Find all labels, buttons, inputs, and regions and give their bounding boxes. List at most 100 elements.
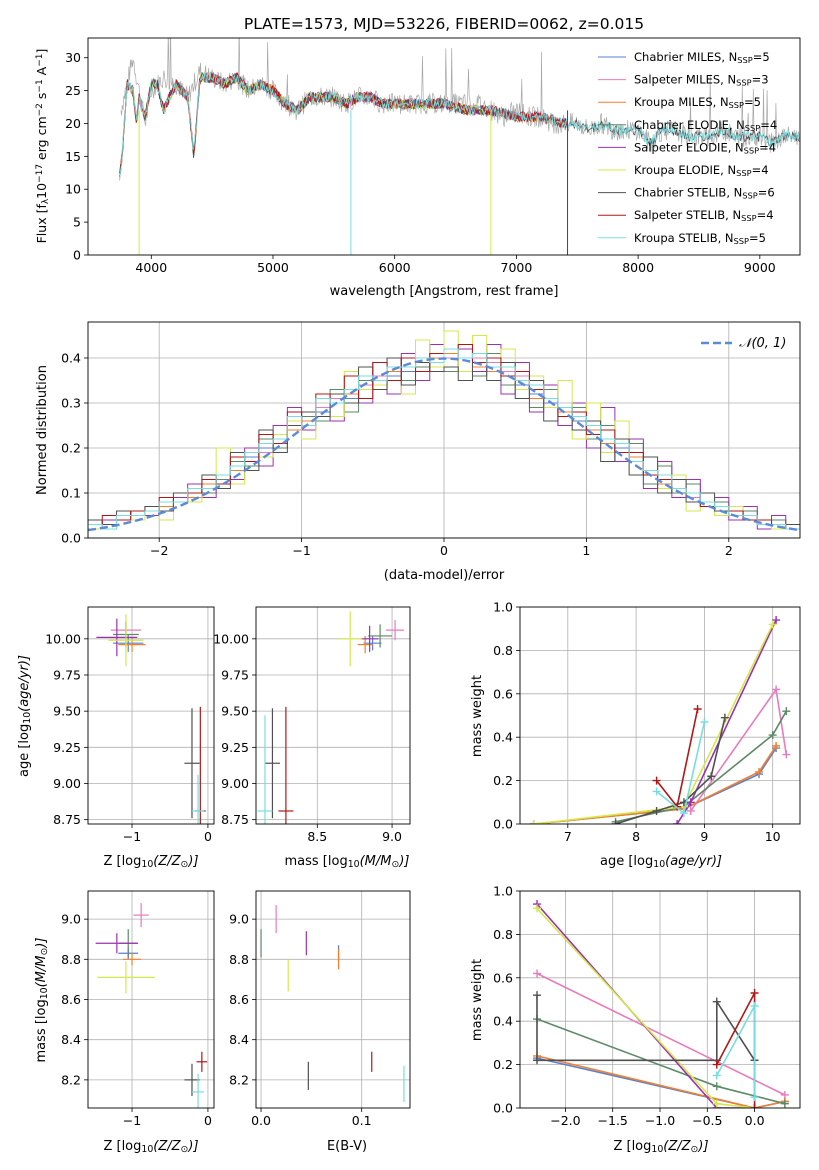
y-tick-label: 0.8 — [493, 643, 513, 658]
legend-entry-part: =4 — [759, 140, 776, 154]
y-axis-label: mass weight — [470, 959, 485, 1041]
x-tick-label: 9 — [700, 829, 708, 844]
x-tick-label: −1.5 — [598, 1113, 628, 1128]
x-tick-label: 7 — [564, 829, 572, 844]
legend-entry-part: =4 — [757, 208, 774, 222]
y-tick-label: 9.00 — [53, 776, 81, 791]
legend-entry-part: Salpeter MILES, N — [634, 73, 736, 87]
legend-entry-part: Salpeter STELIB, N — [634, 208, 741, 222]
axes-frame — [255, 606, 411, 825]
weight-marker-chabrier-stelib — [707, 772, 716, 781]
y-tick-label: 10.00 — [45, 631, 81, 646]
plot-area-mass_vs_ebv — [256, 891, 410, 1108]
y-tick-label: 0.2 — [493, 1057, 513, 1072]
weight-marker-kroupa-stelib — [679, 809, 688, 818]
y-tick-label: 0.6 — [493, 970, 513, 985]
y-tick-label: 0.2 — [61, 441, 81, 456]
weight-marker-salpeter-stelib — [673, 802, 682, 811]
legend-entry: Kroupa STELIB, NSSP=5 — [634, 231, 766, 246]
weight-line-kroupa-elodie — [533, 624, 774, 824]
x-tick-label: 0 — [204, 829, 212, 844]
y-tick-label: 0.0 — [493, 817, 513, 832]
figure-title: PLATE=1573, MJD=53226, FIBERID=0062, z=0… — [244, 15, 644, 33]
spectrum-model-kroupa-stelib — [119, 72, 800, 180]
histogram-kroupa-stelib — [88, 348, 800, 538]
y-axis-label-part: mass [log — [34, 999, 49, 1062]
weight-marker-kroupa-elodie — [529, 820, 538, 824]
x-axis-label-part: mass [log — [285, 854, 348, 869]
y-axis-label: mass [log10(M/M⊙)] — [34, 938, 50, 1063]
legend-entry: Kroupa MILES, NSSP=5 — [634, 95, 761, 110]
x-tick-label: 0.1 — [352, 1113, 372, 1128]
x-axis-label-part: ⊙ — [181, 1144, 189, 1155]
weight-marker-salpeter-elodie — [673, 820, 682, 824]
weight-marker-salpeter-stelib — [652, 776, 661, 785]
x-axis-label-part: 10 — [141, 859, 153, 870]
weight-marker-chabrier-elodie — [780, 1099, 789, 1108]
legend-entry-part: SSP — [745, 123, 760, 133]
y-tick-label: 9.75 — [53, 667, 81, 682]
x-tick-label: −0.5 — [692, 1113, 722, 1128]
x-axis-label: Z [log10(Z/Z⊙)] — [103, 854, 198, 870]
x-axis-label-part: ⊙ — [391, 859, 399, 870]
y-tick-label: 0.3 — [61, 396, 81, 411]
y-tick-label: 9.50 — [221, 704, 249, 719]
legend-entry-part: Kroupa STELIB, N — [634, 231, 734, 245]
x-axis-label-part: ⊙ — [181, 859, 189, 870]
weight-line-kroupa-stelib — [656, 721, 706, 815]
weight-line-salpeter-miles — [690, 687, 788, 812]
y-tick-label: 10 — [65, 182, 81, 197]
axes-frame — [519, 606, 801, 825]
y-tick-label: 9.0 — [61, 912, 81, 927]
x-axis-label-part: (Z/Z — [663, 1139, 691, 1154]
legend-entry-part: SSP — [737, 55, 752, 65]
weight-line-kroupa-miles — [536, 1055, 786, 1108]
y-tick-label: 5 — [73, 215, 81, 230]
legend-entry-part: =4 — [760, 118, 777, 132]
x-tick-label: 4000 — [135, 260, 167, 275]
x-tick-label: −1.0 — [645, 1113, 675, 1128]
legend-entry: Chabrier MILES, NSSP=5 — [634, 50, 770, 65]
y-axis-label-part: λ — [41, 198, 51, 204]
weight-marker-chabrier-stelib — [720, 713, 729, 722]
spectrum-model-salpeter-stelib — [119, 71, 568, 177]
weight-line-salpeter-miles — [536, 972, 786, 1096]
y-axis-label-part: −2 — [35, 103, 45, 116]
weight-marker-salpeter-miles — [533, 969, 542, 978]
y-tick-label: 25 — [65, 83, 81, 98]
weight-line-kroupa-miles — [533, 745, 777, 824]
weight-marker-kroupa-elodie — [768, 620, 777, 629]
y-axis-label-part: ] — [34, 49, 49, 54]
legend-entry-part: SSP — [729, 100, 744, 110]
legend-entry-part: SSP — [736, 78, 751, 88]
weight-marker-chabrier-stelib — [533, 991, 542, 1000]
weight-marker-chabrier-stelib — [533, 1056, 542, 1065]
x-axis-label-part: )] — [187, 854, 198, 869]
weight-marker-salpeter-stelib — [693, 704, 702, 713]
y-tick-label: 9.25 — [53, 740, 81, 755]
x-axis-label-part: Z [log — [103, 1139, 141, 1154]
plot-area-spectrum — [119, 38, 800, 255]
legend-entry-part: SSP — [744, 145, 759, 155]
axes-massweight_vs_Z: −2.0 −1.5 −1.0 −0.5 0.0 0.0 0.2 0.4 0.6 0.8 1.0 Z [… — [470, 884, 801, 1155]
y-axis-label-part: Flux [f — [34, 204, 49, 244]
x-axis-label: mass [log10(M/M⊙)] — [285, 854, 410, 870]
y-tick-label: 0.6 — [493, 686, 513, 701]
y-tick-label: 0.0 — [493, 1101, 513, 1116]
weight-marker-salpeter-miles — [782, 750, 791, 759]
weight-marker-kroupa-stelib — [700, 718, 709, 727]
plot-area-massweight_vs_Z — [520, 891, 800, 1108]
y-axis-label-part: 10 — [22, 712, 33, 724]
y-tick-label: 15 — [65, 149, 81, 164]
legend-entry-part: Chabrier MILES, N — [634, 50, 737, 64]
axes-mass_vs_ebv: 0.0 0.1 8.2 8.4 8.6 8.8 9.0 E(B-V) — [229, 890, 411, 1154]
x-tick-label: 8 — [632, 829, 640, 844]
x-tick-label: 6000 — [379, 260, 411, 275]
x-axis-label-part: (M/M — [360, 854, 392, 869]
axes-frame — [87, 37, 801, 256]
y-tick-label: 9.25 — [221, 740, 249, 755]
x-tick-label: −2 — [150, 543, 168, 558]
